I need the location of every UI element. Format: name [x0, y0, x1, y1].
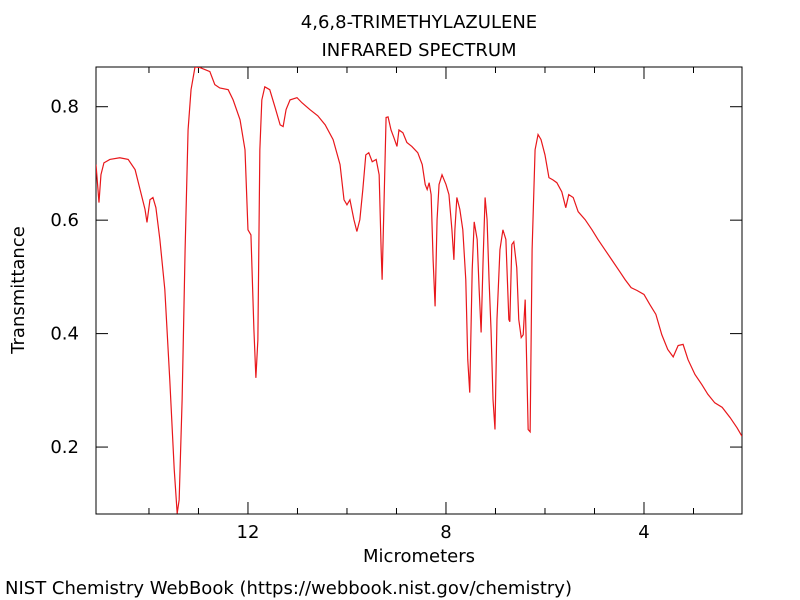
chart-subtitle: INFRARED SPECTRUM: [321, 40, 516, 61]
y-axis-label: Transmittance: [8, 226, 29, 355]
x-tick-label: 8: [440, 522, 451, 543]
spectrum-line: [96, 67, 742, 514]
plot-frame: [95, 66, 743, 515]
y-tick-label: 0.8: [50, 97, 79, 118]
y-tick-label: 0.4: [50, 324, 79, 345]
chart-title: 4,6,8-TRIMETHYLAZULENE: [301, 12, 537, 33]
x-axis-label: Micrometers: [363, 546, 475, 567]
x-tick-label: 4: [638, 522, 649, 543]
y-tick-label: 0.2: [50, 437, 79, 458]
footer: NIST Chemistry WebBook (https://webbook.…: [5, 578, 572, 599]
y-tick-label: 0.6: [50, 210, 79, 231]
x-tick-label: 12: [237, 522, 260, 543]
